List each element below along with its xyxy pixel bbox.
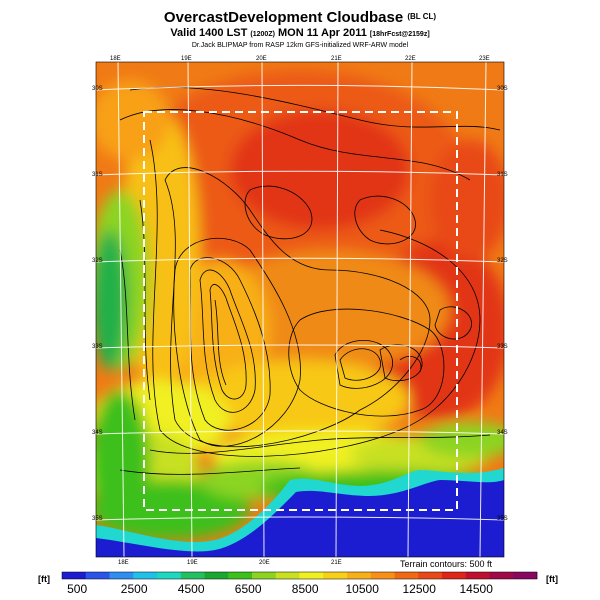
lat-right-32s: 32S [497, 258, 508, 264]
colorbar-tick-label: 14500 [459, 582, 493, 596]
lon-bottom-21e: 21E [331, 560, 342, 566]
model-credit: Dr.Jack BLIPMAP from RASP 12km GFS-initi… [191, 42, 409, 49]
lon-top-23e: 23E [479, 56, 490, 62]
colorbar-unit-left: [ft] [38, 574, 50, 584]
colorbar [61, 571, 538, 580]
map-frame [95, 61, 505, 558]
lon-top-18e: 18E [110, 56, 121, 62]
colorbar-swatch [442, 572, 467, 579]
lat-right-33s: 33S [497, 344, 508, 350]
lat-left-33s: 33S [92, 344, 103, 350]
colorbar-swatch [465, 572, 490, 579]
colorbar-tick-label: 10500 [345, 582, 379, 596]
lon-bottom-20e: 20E [259, 560, 270, 566]
lat-left-32s: 32S [92, 258, 103, 264]
lat-left-30s: 30S [92, 86, 103, 92]
valid-date: MON 11 Apr 2011 [278, 27, 367, 39]
colorbar-swatch [109, 572, 134, 579]
colorbar-tick-label: 6500 [234, 582, 262, 596]
colorbar-swatch [62, 572, 87, 579]
colorbar-tick-label: 500 [67, 582, 88, 596]
valid-time-line: Valid 1400 LST (1200Z) MON 11 Apr 2011 [… [0, 27, 600, 39]
lat-left-34s: 34S [92, 430, 103, 436]
colorbar-swatch [85, 572, 110, 579]
valid-lst: Valid 1400 LST [170, 27, 248, 39]
terrain-contours [119, 86, 501, 475]
lat-right-34s: 34S [497, 430, 508, 436]
colorbar-tick-label: 2500 [120, 582, 148, 596]
colorbar-swatch [228, 572, 253, 579]
valid-utc: (1200Z) [250, 31, 275, 38]
lat-left-31s: 31S [92, 172, 103, 178]
lon-top-19e: 19E [181, 56, 192, 62]
colorbar-swatch [394, 572, 419, 579]
title-suffix: (BL CL) [407, 12, 437, 21]
terrain-note: Terrain contours: 500 ft [400, 559, 493, 569]
colorbar-swatch [370, 572, 395, 579]
colorbar-tick-label: 8500 [291, 582, 319, 596]
colorbar-swatch [275, 572, 300, 579]
lat-right-31s: 31S [497, 172, 508, 178]
colorbar-swatch [180, 572, 205, 579]
lon-top-21e: 21E [331, 56, 342, 62]
lon-bottom-18e: 18E [118, 560, 129, 566]
colorbar-swatch [157, 572, 182, 579]
colorbar-swatch [489, 572, 514, 579]
colorbar-swatch [299, 572, 324, 579]
lat-right-35s: 35S [497, 516, 508, 522]
forecast-tag: [18hrFcst@2159z] [369, 31, 430, 38]
colorbar-frame [61, 571, 538, 580]
map-title: OvercastDevelopment Cloudbase (BL CL) [0, 9, 600, 26]
colorbar-swatch [204, 572, 229, 579]
lat-left-35s: 35S [92, 516, 103, 522]
colorbar-unit-right: [ft] [546, 574, 558, 584]
lon-top-22e: 22E [405, 56, 416, 62]
inner-domain-box [143, 111, 458, 511]
colorbar-swatch [513, 572, 538, 579]
colorbar-swatch [418, 572, 443, 579]
title-main: OvercastDevelopment Cloudbase [163, 9, 404, 26]
colorbar-swatch [133, 572, 158, 579]
color-field [96, 62, 504, 557]
lat-lon-grid [96, 62, 504, 557]
colorbar-tick-label: 4500 [177, 582, 205, 596]
lon-top-20e: 20E [256, 56, 267, 62]
lat-right-30s: 30S [497, 86, 508, 92]
colorbar-swatch [252, 572, 277, 579]
colorbar-tick-label: 12500 [402, 582, 436, 596]
colorbar-swatch [347, 572, 372, 579]
lon-bottom-19e: 19E [187, 560, 198, 566]
colorbar-swatch [323, 572, 348, 579]
